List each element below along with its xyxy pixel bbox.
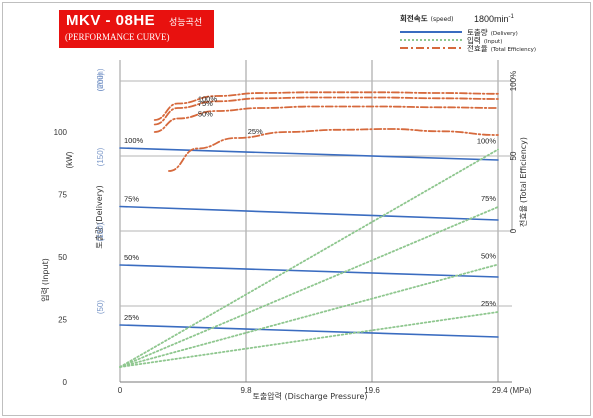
- x-tick-label: 19.6: [364, 386, 380, 395]
- input-line-50pct: [119, 263, 499, 368]
- delivery-line-50pct: [119, 264, 499, 278]
- legend: 회전속도 (speed) 1800min-1 토출량 (Delivery) 입력 (I…: [400, 13, 536, 53]
- input-line-75pct: [119, 206, 499, 368]
- input-line-100pct: [119, 148, 499, 368]
- delivery-tick-label: (150): [96, 147, 105, 166]
- efficiency-tick-label: 0: [509, 228, 518, 233]
- delivery-label-75pct: 75%: [124, 195, 139, 204]
- input-line-25pct: [119, 311, 499, 368]
- input-tick-label: 0: [63, 378, 68, 387]
- series-labels: 100%75%50%25%100%75%50%25%100%75%50%25%: [124, 95, 496, 323]
- efficiency-label-100pct: 100%: [198, 95, 218, 104]
- input-tick-label: 75: [58, 191, 67, 200]
- delivery-tick-label: (200): [96, 72, 105, 91]
- delivery-label-25pct: 25%: [124, 313, 139, 322]
- delivery-axis-label: 토출량(Delivery): [94, 185, 104, 249]
- input-tick-label: 25: [58, 316, 67, 325]
- delivery-axis-unit: (ℓ/min): [96, 68, 105, 91]
- chart-title: MKV - 08HE: [66, 12, 156, 29]
- chart-subtitle: (PERFORMANCE CURVE): [65, 32, 170, 42]
- x-tick-label: 29.4 (MPa): [492, 386, 532, 395]
- x-tick-label: 9.8: [240, 386, 252, 395]
- input-label-75pct: 75%: [481, 194, 496, 203]
- title-banner: MKV - 08HE 성능곡선 (PERFORMANCE CURVE): [59, 10, 214, 48]
- chart-title-korean: 성능곡선: [169, 18, 203, 28]
- efficiency-line-75pct: [153, 96, 499, 126]
- legend-delivery-label: 토출량 (Delivery): [467, 27, 518, 37]
- delivery-line-100pct: [119, 147, 499, 161]
- tick-labels: 0 25 50 75 100 (50) (100) (150) (200) 0 50 100% 0 9.8…: [54, 71, 532, 395]
- legend-input-label: 입력 (Input): [467, 36, 502, 45]
- x-axis-label: 토출압력 (Discharge Pressure): [253, 391, 368, 401]
- legend-speed-label: 회전속도 (speed): [400, 13, 453, 23]
- efficiency-label-25pct: 25%: [248, 127, 263, 136]
- delivery-line-25pct: [119, 324, 499, 338]
- input-axis-label: 입력(Input): [40, 258, 50, 302]
- efficiency-label-75pct: 75%: [198, 99, 213, 108]
- input-label-25pct: 25%: [481, 299, 496, 308]
- series-group: [119, 91, 499, 368]
- efficiency-line-100pct: [153, 91, 499, 121]
- input-label-100pct: 100%: [477, 137, 497, 146]
- efficiency-line-50pct: [153, 105, 499, 133]
- legend-speed-value: 1800min-1: [474, 14, 515, 24]
- efficiency-axis-label: 전효율(Total Efficiency): [518, 137, 528, 227]
- grid: [119, 60, 513, 383]
- input-tick-label: 100: [54, 128, 68, 137]
- input-label-50pct: 50%: [481, 252, 496, 261]
- legend-efficiency-label: 전효율 (Total Efficiency): [467, 43, 536, 53]
- efficiency-line-25pct: [168, 128, 499, 172]
- delivery-tick-label: (100): [96, 222, 105, 241]
- x-tick-label: 0: [118, 386, 123, 395]
- delivery-label-50pct: 50%: [124, 253, 139, 262]
- delivery-line-75pct: [119, 205, 499, 221]
- delivery-label-100pct: 100%: [124, 136, 144, 145]
- efficiency-tick-label: 50: [509, 151, 518, 160]
- delivery-tick-label: (50): [96, 300, 105, 315]
- efficiency-label-50pct: 50%: [198, 110, 213, 119]
- efficiency-tick-label: 100%: [509, 71, 518, 91]
- input-axis-unit: (kW): [65, 151, 74, 168]
- input-tick-label: 50: [58, 253, 67, 262]
